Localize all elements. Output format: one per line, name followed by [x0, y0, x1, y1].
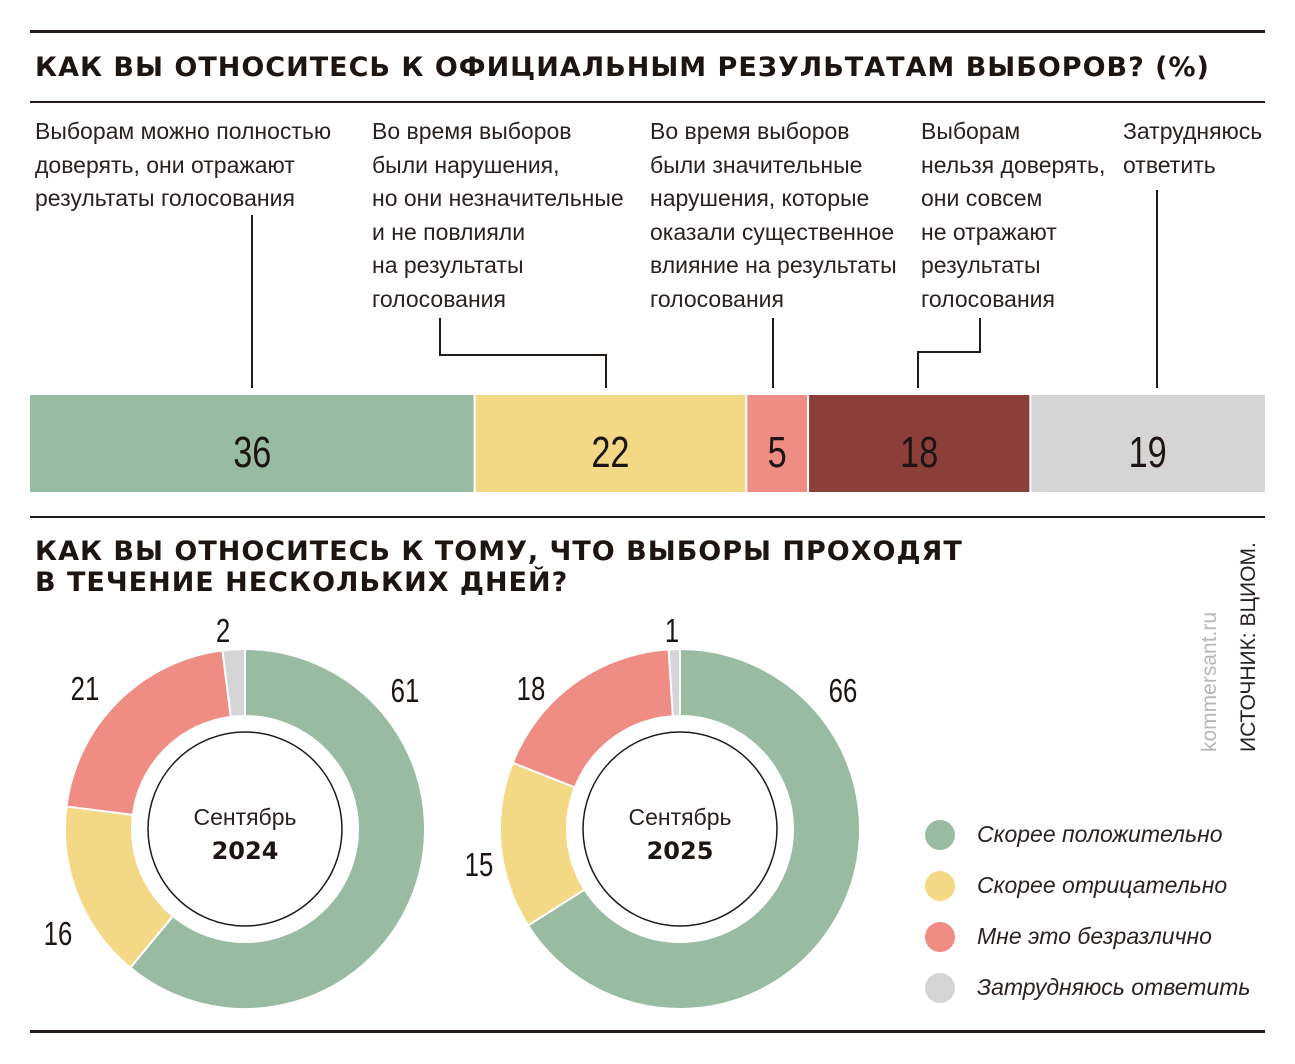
- donut-value-label: 1: [665, 613, 679, 650]
- bar-segment-3: [746, 395, 809, 492]
- chart2-title: КАК ВЫ ОТНОСИТЕСЬ К ТОМУ, ЧТО ВЫБОРЫ ПРО…: [35, 536, 963, 598]
- bar-value-label: 22: [591, 428, 629, 477]
- donut-slice: [667, 647, 681, 718]
- donut-2025: Сентябрь 2025 66 15 18 1: [465, 613, 861, 1010]
- donut-value-label: 2: [216, 613, 230, 650]
- legend: Скорее положительно Скорее отрицательно …: [925, 809, 1250, 1013]
- legend-swatch: [925, 972, 955, 1003]
- chart1-title: КАК ВЫ ОТНОСИТЕСЬ К ОФИЦИАЛЬНЫМ РЕЗУЛЬТА…: [35, 52, 1210, 83]
- donut-center-year: 2025: [647, 837, 714, 865]
- donut-slice: [65, 649, 232, 816]
- stacked-bar: 36 22 5 18 19: [30, 395, 1265, 492]
- bar-value-label: 36: [233, 428, 271, 477]
- bar-segment-1: [30, 395, 475, 492]
- donut-slice: [526, 647, 861, 1010]
- legend-swatch: [925, 819, 955, 850]
- donut-center-label: Сентябрь: [193, 804, 296, 830]
- category-label-2: Во время выборов были нарушения, но они …: [372, 118, 624, 312]
- legend-item: Затрудняюсь ответить: [925, 962, 1250, 1013]
- legend-swatch: [925, 921, 955, 952]
- donut-center-year: 2024: [212, 837, 279, 865]
- legend-label: Скорее отрицательно: [977, 872, 1228, 898]
- bar-segment-4: [808, 395, 1031, 492]
- bar-value-label: 5: [768, 428, 787, 477]
- leader-line-4: [917, 318, 981, 388]
- bar-value-label: 18: [900, 428, 938, 477]
- donut-slice: [221, 647, 246, 719]
- bottom-rule: [30, 1030, 1265, 1033]
- site-credit: kommersant.ru: [1198, 611, 1221, 752]
- leader-lines: [251, 190, 1158, 388]
- donut-value-label: 21: [71, 671, 100, 708]
- category-label-4: Выборам нельзя доверять, они совсем не о…: [921, 118, 1106, 312]
- donut-value-label: 16: [44, 916, 73, 953]
- source-credit: ИСТОЧНИК: ВЦИОМ.: [1237, 542, 1260, 752]
- donut-value-label: 18: [517, 671, 546, 708]
- donut-value-label: 66: [829, 673, 858, 710]
- legend-label: Мне это безразлично: [977, 923, 1212, 949]
- legend-swatch: [925, 870, 955, 901]
- leader-line-2: [439, 318, 607, 388]
- donut-value-label: 61: [391, 673, 420, 710]
- legend-item: Скорее отрицательно: [925, 860, 1250, 911]
- donut-center-ring: [582, 731, 778, 927]
- category-label-5: Затрудняюсь ответить: [1123, 118, 1263, 178]
- bar-segment-5: [1030, 395, 1265, 492]
- top-rule: [30, 30, 1265, 33]
- category-label-3: Во время выборов были значительные наруш…: [650, 118, 897, 312]
- donut-value-label: 15: [465, 847, 494, 884]
- title1-underline: [30, 101, 1265, 103]
- bar-segment-2: [474, 395, 747, 492]
- legend-label: Скорее положительно: [977, 821, 1223, 847]
- legend-item: Скорее положительно: [925, 809, 1250, 860]
- donut-center-label: Сентябрь: [628, 804, 731, 830]
- legend-label: Затрудняюсь ответить: [977, 974, 1251, 1000]
- donut-center-ring: [147, 731, 343, 927]
- donut-slice: [128, 647, 426, 1010]
- category-label-1: Выборам можно полностью доверять, они от…: [35, 118, 332, 211]
- bar-value-label: 19: [1129, 428, 1167, 477]
- donut-2024: Сентябрь 2024 61 16 21 2: [44, 613, 426, 1010]
- section-divider: [30, 516, 1265, 518]
- legend-item: Мне это безразлично: [925, 911, 1250, 962]
